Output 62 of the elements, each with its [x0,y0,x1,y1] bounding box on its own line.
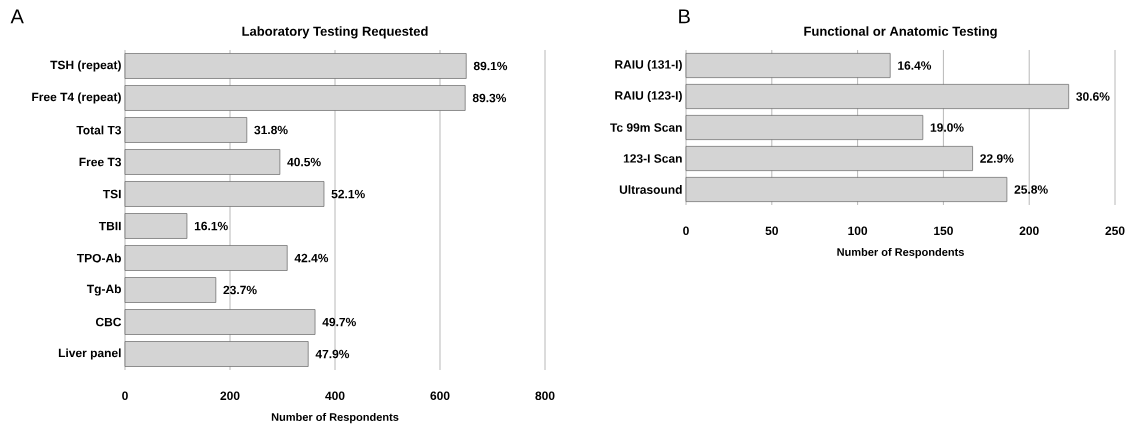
bar [124,309,316,335]
y-tick-label: Tg-Ab [86,284,121,296]
y-tick-label: Free T4 (repeat) [32,92,121,104]
annotation: 23.7% [223,285,257,295]
y-tick-label: Total T3 [76,125,122,135]
bar [124,213,188,239]
annotation: 30.6% [1076,92,1110,101]
y-tick-label: 123-I Scan [623,154,682,163]
bar [124,53,467,79]
bar [124,277,217,303]
x-tick-label: 600 [430,391,450,401]
annotation: 89.1% [473,61,508,71]
bar [685,177,1008,202]
annotation: 25.8% [1014,185,1048,194]
annotation: 40.5% [287,157,321,167]
text: B [679,9,690,24]
annotation: 22.9% [980,154,1014,163]
annotation: 49.7% [322,317,356,327]
y-tick-label: TPO-Ab [76,253,121,263]
bar [685,115,924,140]
y-tick-label: TBII [98,221,121,231]
bar [124,149,281,175]
annotation: 89.3% [472,93,507,103]
annotation: 52.1% [331,189,365,199]
bar [685,146,973,171]
bar [124,245,288,271]
x-tick-label: 50 [765,226,778,236]
annotation: 16.1% [194,221,228,231]
bar [685,53,891,78]
x-tick-label: 0 [122,391,128,401]
x-tick-label: 800 [535,391,555,401]
bar [124,341,309,367]
x-tick-label: 200 [220,391,240,401]
annotation: 31.8% [254,125,288,135]
y-tick-label: Liver panel [58,348,121,360]
x-tick-label: 250 [1105,226,1125,236]
y-tick-label: RAIU (123-I) [615,90,682,103]
text: A [10,9,24,24]
annotation: 19.0% [930,123,964,132]
chart-title: Functional or Anatomic Testing [804,26,997,39]
x-axis-title: Number of Respondents [271,412,399,424]
x-tick-label: 200 [1019,226,1039,236]
x-axis-title: Number of Respondents [837,247,964,259]
y-tick-label: TSI [102,189,121,199]
x-tick-label: 0 [683,226,689,236]
y-tick-label: Tc 99m Scan [610,123,682,132]
annotation: 42.4% [294,253,329,263]
y-tick-label: CBC [95,317,122,327]
y-tick-label: TSH (repeat) [50,60,121,72]
x-tick-label: 400 [325,391,345,401]
bar [124,181,325,207]
y-tick-label: Free T3 [79,157,122,167]
x-tick-label: 150 [934,226,953,236]
chart-title: Laboratory Testing Requested [242,26,428,39]
bar [124,85,466,111]
annotation: 16.4% [898,61,932,70]
x-tick-label: 100 [848,226,868,236]
y-tick-label: RAIU (131-I) [615,59,682,72]
annotation: 47.9% [315,349,350,359]
bar [124,117,248,143]
bar [685,84,1070,109]
y-tick-label: Ultrasound [619,185,682,194]
